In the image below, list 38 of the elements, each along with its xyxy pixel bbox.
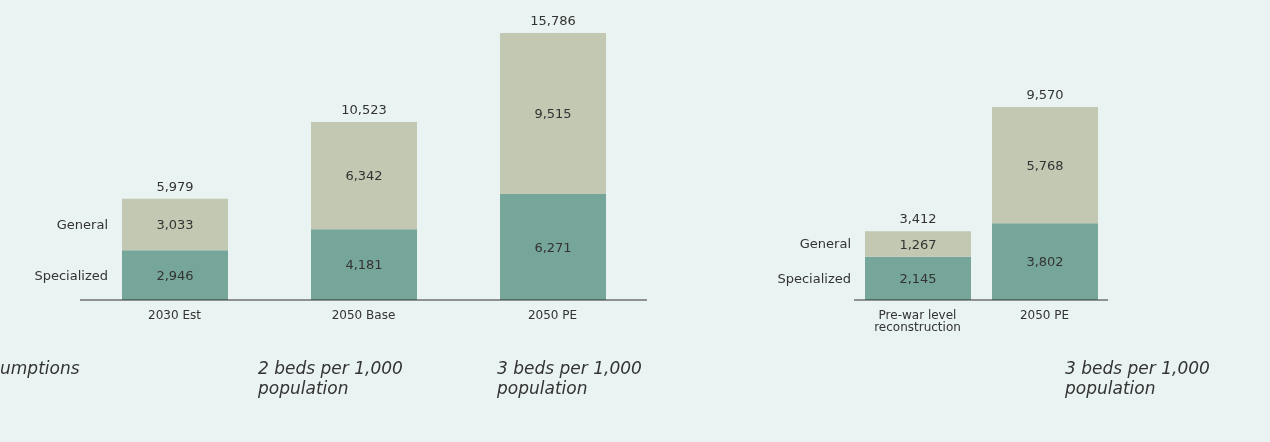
data-label: 9,515 — [534, 106, 572, 122]
bar — [865, 231, 971, 257]
x-tick-label: 2050 PE — [1019, 307, 1070, 322]
data-label: 6,342 — [345, 168, 383, 184]
total-label: 10,523 — [341, 102, 387, 118]
bar — [500, 33, 606, 194]
series-label: Specialized — [34, 267, 108, 283]
x-tick-label: Pre-war level reconstruction — [874, 307, 961, 334]
data-label: 6,271 — [534, 239, 572, 255]
total-label: 5,979 — [156, 178, 194, 194]
bar — [992, 107, 1098, 224]
data-label: 1,267 — [899, 236, 937, 252]
total-label: 9,570 — [1026, 87, 1064, 102]
text: 2 beds per 1,000 population — [258, 358, 404, 398]
bar — [500, 193, 606, 300]
text: 3 beds per 1,000 population — [497, 358, 643, 398]
text: umptions — [0, 358, 81, 378]
series-label: Specialized — [777, 270, 851, 286]
total-label: 15,786 — [530, 13, 576, 28]
bar — [992, 223, 1098, 300]
bar — [311, 122, 417, 230]
data-label: 2,946 — [156, 267, 194, 283]
data-label: 2,145 — [899, 270, 937, 286]
series-label: General — [56, 217, 108, 233]
data-label: 4,181 — [345, 257, 383, 273]
bar — [122, 198, 228, 251]
series-label: General — [799, 236, 851, 252]
data-label: 3,033 — [156, 217, 194, 233]
data-label: 3,802 — [1026, 254, 1064, 270]
x-tick-label: 2050 Base — [331, 307, 396, 322]
text: 3 beds per 1,000 population — [1065, 358, 1211, 398]
bar — [122, 250, 228, 300]
x-tick-label: 2030 Est — [148, 307, 202, 322]
bar — [865, 256, 971, 300]
x-tick-label: 2050 PE — [527, 307, 578, 322]
bar — [311, 229, 417, 300]
data-label: 5,768 — [1026, 157, 1064, 173]
total-label: 3,412 — [899, 211, 937, 227]
